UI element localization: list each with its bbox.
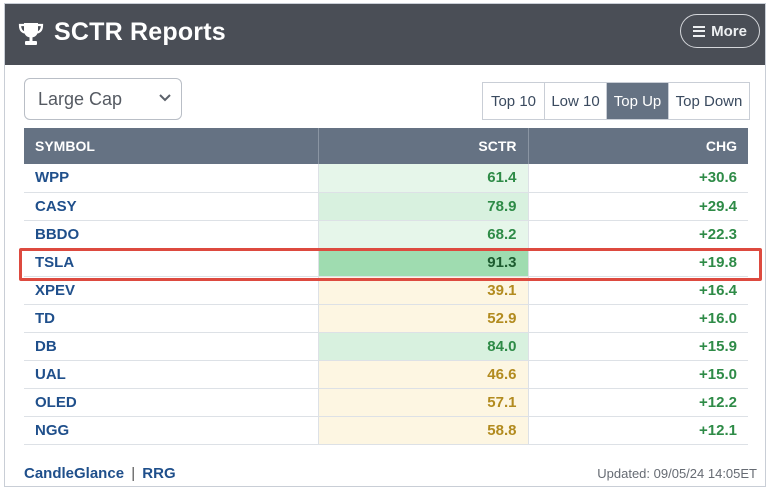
rrg-link[interactable]: RRG <box>142 465 176 482</box>
column-header-symbol[interactable]: SYMBOL <box>24 128 319 164</box>
sctr-table: SYMBOL SCTR CHG WPP 61.4 +30.6 CASY 78.9 +29.… <box>24 128 748 445</box>
table-row[interactable]: TD 52.9 +16.0 <box>24 304 748 333</box>
chg-value: +16.4 <box>528 276 748 305</box>
symbol-link[interactable]: WPP <box>24 164 319 193</box>
table-row[interactable]: TSLA 91.3 +19.8 <box>24 248 748 277</box>
chg-value: +29.4 <box>528 192 748 221</box>
sctr-value: 58.8 <box>318 416 529 445</box>
table-row[interactable]: UAL 46.6 +15.0 <box>24 360 748 389</box>
table-row[interactable]: XPEV 39.1 +16.4 <box>24 276 748 305</box>
table-row[interactable]: WPP 61.4 +30.6 <box>24 164 748 193</box>
chg-value: +22.3 <box>528 220 748 249</box>
sctr-value: 78.9 <box>318 192 529 221</box>
table-body: WPP 61.4 +30.6 CASY 78.9 +29.4 BBDO 68.2 +22.3 TS… <box>24 164 748 445</box>
tab-top-10[interactable]: Top 10 <box>483 83 545 119</box>
sctr-value: 57.1 <box>318 388 529 417</box>
footer-links: CandleGlance | RRG <box>24 465 176 482</box>
tab-top-up[interactable]: Top Up <box>607 83 669 119</box>
chg-value: +15.9 <box>528 332 748 361</box>
more-menu-button[interactable]: More <box>680 14 760 48</box>
chg-value: +15.0 <box>528 360 748 389</box>
ranking-tabs: Top 10 Low 10 Top Up Top Down <box>482 82 750 120</box>
candleglance-link[interactable]: CandleGlance <box>24 465 125 482</box>
chg-value: +30.6 <box>528 164 748 193</box>
table-row[interactable]: CASY 78.9 +29.4 <box>24 192 748 221</box>
more-button-label: More <box>711 22 747 40</box>
sctr-value: 46.6 <box>318 360 529 389</box>
symbol-link[interactable]: DB <box>24 332 319 361</box>
cap-size-select[interactable]: Large Cap <box>24 78 182 120</box>
widget-header: SCTR Reports More <box>5 4 765 65</box>
chg-value: +12.2 <box>528 388 748 417</box>
sctr-value: 52.9 <box>318 304 529 333</box>
sctr-value: 61.4 <box>318 164 529 193</box>
sctr-value: 39.1 <box>318 276 529 305</box>
table-row[interactable]: BBDO 68.2 +22.3 <box>24 220 748 249</box>
trophy-icon <box>18 23 44 45</box>
symbol-link[interactable]: UAL <box>24 360 319 389</box>
updated-timestamp: Updated: 09/05/24 14:05ET <box>597 466 757 481</box>
sctr-value: 68.2 <box>318 220 529 249</box>
sctr-value: 84.0 <box>318 332 529 361</box>
column-header-chg[interactable]: CHG <box>528 128 748 164</box>
hamburger-menu-icon <box>693 25 706 37</box>
cap-size-value: Large Cap <box>38 89 123 109</box>
sctr-reports-widget: SCTR Reports More Large Cap Top 10 Low 1… <box>4 3 766 487</box>
symbol-link[interactable]: TD <box>24 304 319 333</box>
chevron-down-icon <box>159 94 171 102</box>
symbol-link[interactable]: BBDO <box>24 220 319 249</box>
tab-low-10[interactable]: Low 10 <box>545 83 607 119</box>
chg-value: +12.1 <box>528 416 748 445</box>
chg-value: +16.0 <box>528 304 748 333</box>
chg-value: +19.8 <box>528 248 748 277</box>
footer-separator: | <box>131 465 136 482</box>
symbol-link[interactable]: NGG <box>24 416 319 445</box>
table-row[interactable]: DB 84.0 +15.9 <box>24 332 748 361</box>
table-header-row: SYMBOL SCTR CHG <box>24 128 748 164</box>
tab-top-down[interactable]: Top Down <box>669 83 749 119</box>
symbol-link[interactable]: OLED <box>24 388 319 417</box>
table-row[interactable]: OLED 57.1 +12.2 <box>24 388 748 417</box>
table-row[interactable]: NGG 58.8 +12.1 <box>24 416 748 445</box>
column-header-sctr[interactable]: SCTR <box>318 128 529 164</box>
symbol-link[interactable]: TSLA <box>24 248 319 277</box>
symbol-link[interactable]: XPEV <box>24 276 319 305</box>
page-title: SCTR Reports <box>54 18 226 46</box>
symbol-link[interactable]: CASY <box>24 192 319 221</box>
sctr-value: 91.3 <box>318 248 529 277</box>
